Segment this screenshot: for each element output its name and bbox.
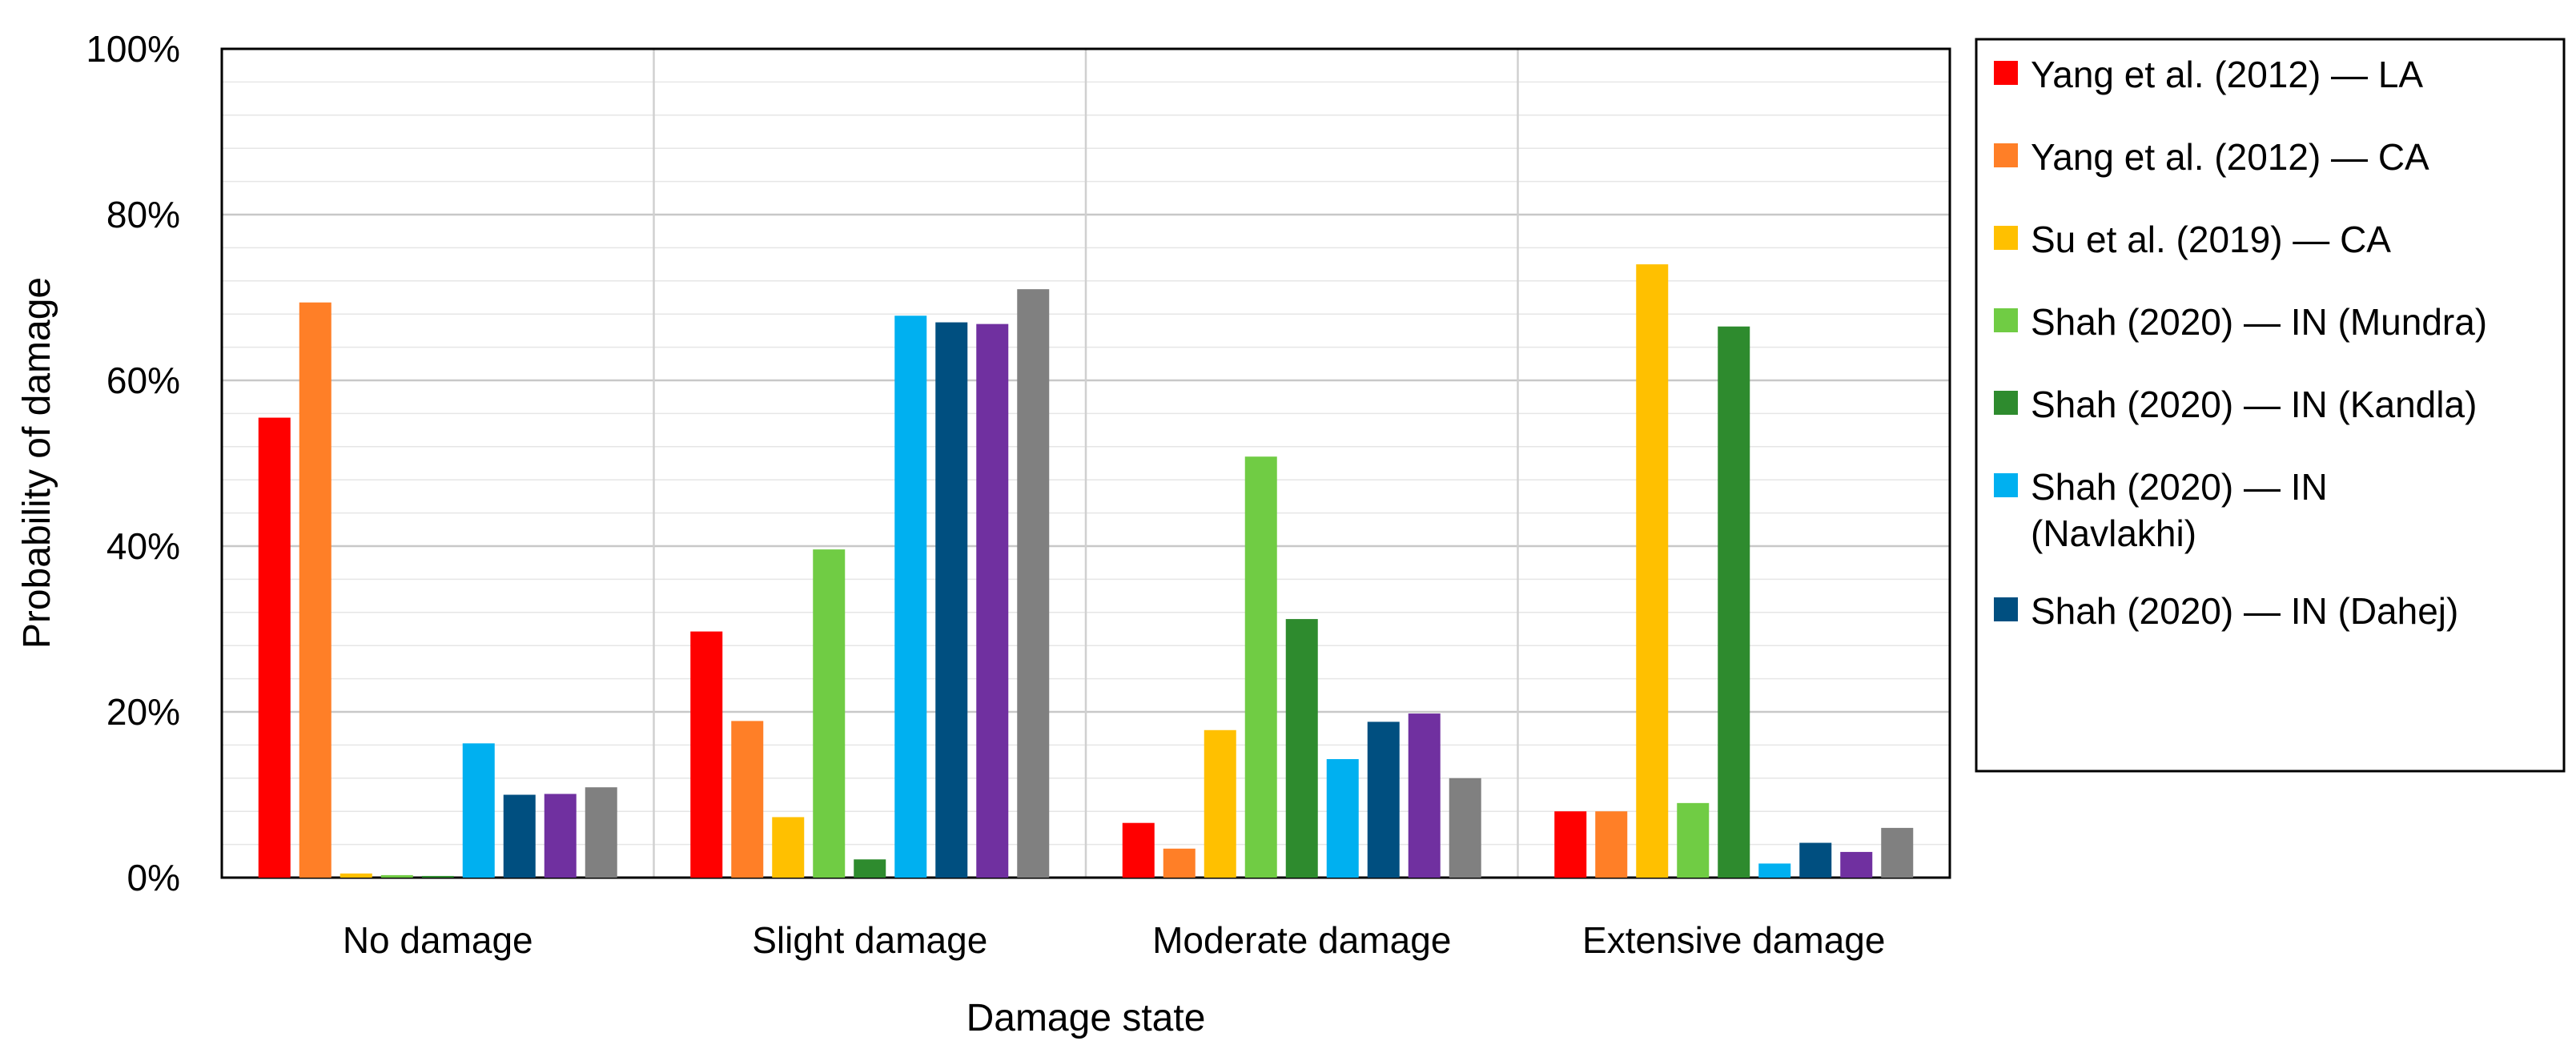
bar-1-slight-damage [690,631,723,878]
bar-9-extensive-damage [1881,827,1914,878]
bar-5-slight-damage [854,859,886,878]
category-separators [653,49,1519,878]
bar-6-moderate-damage [1326,758,1359,878]
bar-7-slight-damage [935,322,968,878]
bar-8-moderate-damage [1408,713,1441,878]
bar-3-slight-damage [772,817,805,878]
bar-8-slight-damage [976,324,1009,878]
legend-frame [1975,38,2566,773]
legend-label: Shah (2020) — IN (Mundra) [2031,301,2487,343]
bar-1-no-damage [258,417,291,878]
bar-4-moderate-damage [1244,456,1277,878]
y-axis-title: Probability of damage [16,277,58,649]
bar-3-extensive-damage [1636,264,1669,878]
bars [258,264,1914,878]
y-tick-label: 80% [106,194,180,235]
bar-4-slight-damage [813,549,846,878]
bar-2-slight-damage [731,721,764,878]
x-tick-label: Slight damage [752,919,987,961]
bar-5-extensive-damage [1718,326,1750,878]
legend-swatch [1994,143,2018,167]
y-tick-label: 40% [106,525,180,567]
legend-swatch [1994,391,2018,415]
x-tick-label: No damage [343,919,533,961]
bar-4-no-damage [380,874,413,878]
bar-7-no-damage [503,794,536,878]
bar-4-extensive-damage [1677,802,1710,878]
legend-label: Shah (2020) — IN [2031,466,2328,508]
legend-swatch [1994,597,2018,621]
bar-1-moderate-damage [1122,822,1155,878]
legend-label: Yang et al. (2012) — CA [2031,136,2429,178]
bar-6-slight-damage [894,315,927,878]
legend-label: Shah (2020) — IN (Dahej) [2031,590,2458,632]
y-axis-tick-labels: 0% 20% 40% 60% 80% 100% [86,28,180,898]
bar-2-no-damage [299,302,332,878]
bar-9-no-damage [585,787,617,878]
x-axis-title: Damage state [967,997,1206,1039]
legend-label: Su et al. (2019) — CA [2031,219,2391,260]
legend-swatch [1994,226,2018,250]
x-tick-label: Moderate damage [1152,919,1451,961]
legend-label: Shah (2020) — IN (Kandla) [2031,384,2477,425]
y-tick-label: 0% [127,857,180,898]
plot-area-frame [220,47,1951,879]
bar-5-no-damage [421,875,454,878]
bar-7-extensive-damage [1799,842,1832,878]
bar-6-no-damage [462,743,495,878]
x-tick-label: Extensive damage [1582,919,1885,961]
bar-8-no-damage [544,794,577,878]
bar-2-extensive-damage [1595,811,1628,878]
legend-swatch [1994,473,2018,497]
legend: Yang et al. (2012) — LA Yang et al. (2012… [1975,38,2566,773]
y-tick-label: 20% [106,691,180,733]
bar-3-moderate-damage [1204,729,1236,878]
bar-7-moderate-damage [1367,721,1400,878]
bar-2-moderate-damage [1163,848,1196,878]
legend-swatch [1994,308,2018,332]
y-tick-label: 60% [106,360,180,401]
bar-3-no-damage [340,873,372,878]
bar-6-extensive-damage [1758,863,1791,878]
bar-8-extensive-damage [1840,851,1873,878]
bar-9-slight-damage [1017,289,1050,878]
x-axis-tick-labels: No damage Slight damage Moderate damage Ext… [343,919,1886,961]
bar-1-extensive-damage [1554,811,1587,878]
bar-9-moderate-damage [1449,778,1481,878]
legend-label: (Navlakhi) [2031,512,2196,554]
bar-5-moderate-damage [1285,619,1318,878]
legend-swatch [1994,61,2018,85]
legend-label: Yang et al. (2012) — LA [2031,54,2423,95]
y-tick-label: 100% [86,28,180,70]
